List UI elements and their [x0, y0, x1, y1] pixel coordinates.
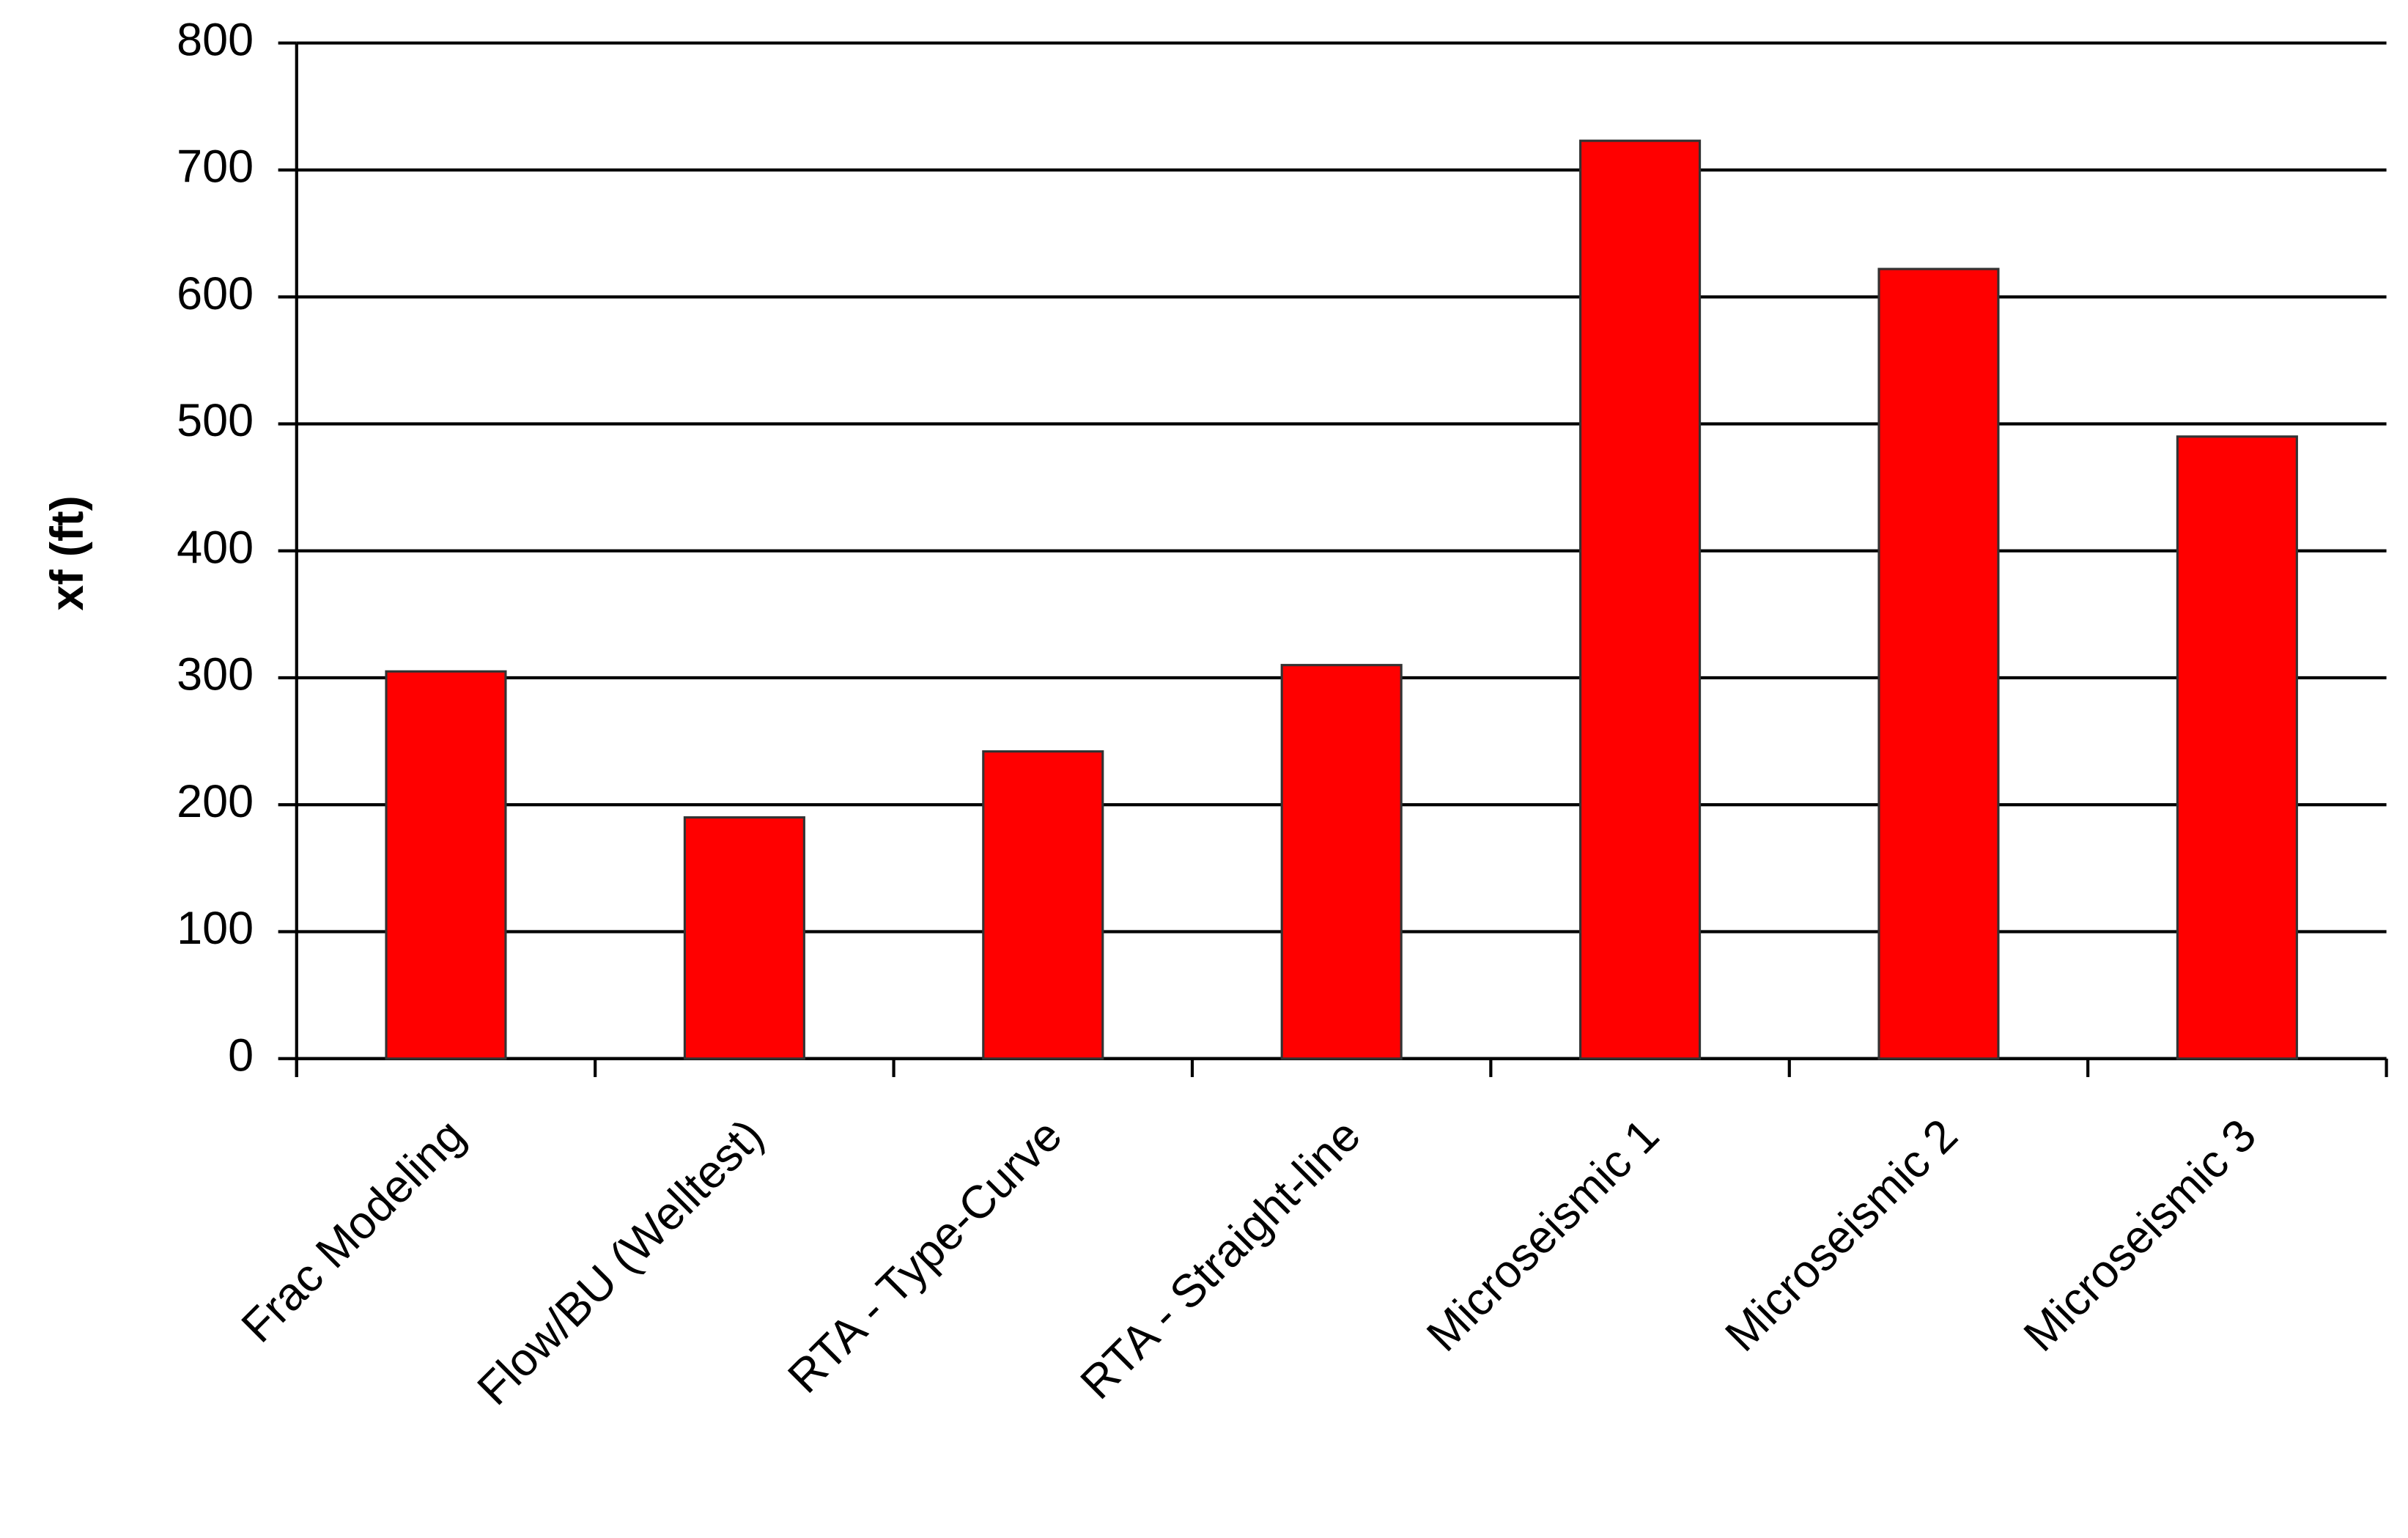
bar [982, 750, 1104, 1060]
y-axis-label: xf (ft) [42, 495, 93, 610]
y-tick-label: 800 [177, 14, 254, 65]
y-tick-label: 100 [177, 903, 254, 954]
bar [2176, 435, 2298, 1060]
y-tick-label: 300 [177, 649, 254, 700]
x-tick-label: Flow/BU (Welltest) [468, 1109, 773, 1415]
y-tick-label: 200 [177, 776, 254, 827]
x-tick-label: Frac Modeling [232, 1109, 474, 1352]
y-tick-label: 700 [177, 141, 254, 193]
bar [1877, 267, 2000, 1060]
x-tick-label: Microseismic 2 [1715, 1109, 1968, 1361]
x-tick-label: RTA - Type-Curve [778, 1109, 1071, 1402]
bar [683, 816, 805, 1060]
x-tick-label: Microseismic 1 [1417, 1109, 1669, 1361]
bar [385, 670, 507, 1060]
bar [1280, 664, 1403, 1060]
y-tick-label: 0 [228, 1029, 254, 1081]
y-tick-label: 500 [177, 395, 254, 446]
bar [1579, 139, 1702, 1060]
y-tick-label: 400 [177, 522, 254, 573]
x-tick-label: RTA - Straight-line [1071, 1109, 1370, 1409]
y-tick-label: 600 [177, 268, 254, 319]
x-tick-label: Microseismic 3 [2014, 1109, 2267, 1361]
